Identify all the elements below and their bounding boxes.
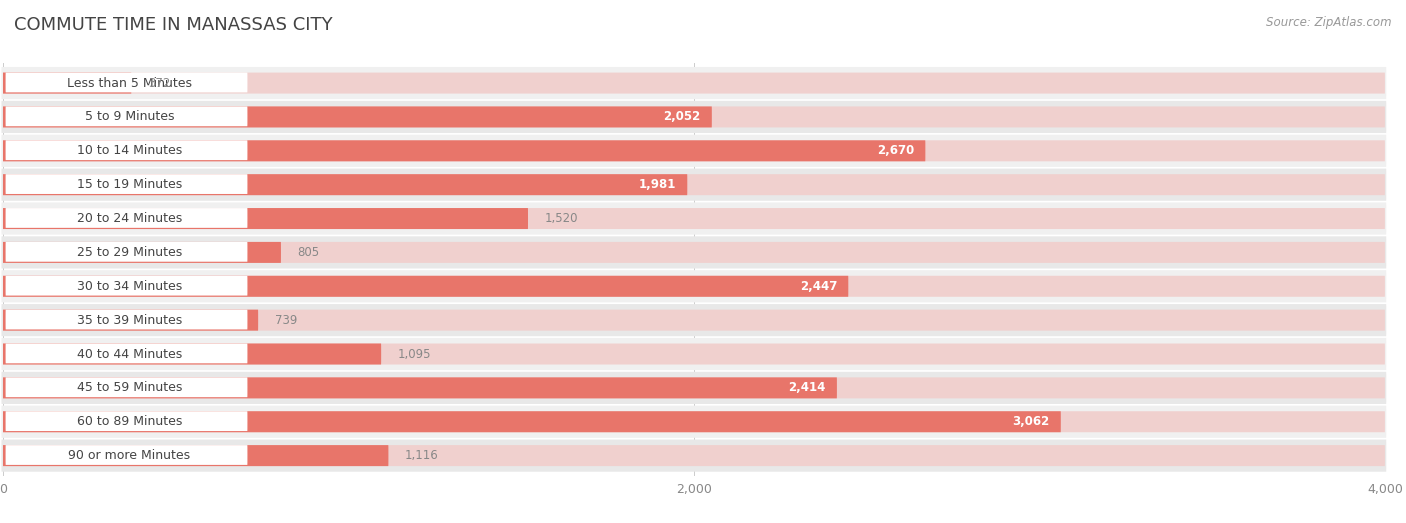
Text: 739: 739 [274, 314, 297, 327]
FancyBboxPatch shape [6, 242, 247, 262]
FancyBboxPatch shape [3, 276, 848, 297]
Text: COMMUTE TIME IN MANASSAS CITY: COMMUTE TIME IN MANASSAS CITY [14, 16, 333, 33]
FancyBboxPatch shape [6, 107, 247, 126]
FancyBboxPatch shape [1, 168, 1386, 201]
Text: 2,670: 2,670 [877, 144, 914, 157]
Text: 90 or more Minutes: 90 or more Minutes [69, 449, 190, 462]
FancyBboxPatch shape [3, 344, 1385, 365]
Text: 35 to 39 Minutes: 35 to 39 Minutes [77, 314, 181, 327]
Text: 20 to 24 Minutes: 20 to 24 Minutes [77, 212, 181, 225]
Text: 372: 372 [148, 76, 170, 89]
FancyBboxPatch shape [1, 202, 1386, 235]
FancyBboxPatch shape [3, 174, 1385, 195]
FancyBboxPatch shape [6, 208, 247, 228]
FancyBboxPatch shape [1, 338, 1386, 370]
FancyBboxPatch shape [3, 107, 1385, 128]
FancyBboxPatch shape [3, 73, 1385, 94]
FancyBboxPatch shape [1, 439, 1386, 472]
FancyBboxPatch shape [3, 445, 1385, 466]
FancyBboxPatch shape [3, 140, 1385, 161]
Text: 805: 805 [298, 246, 319, 259]
FancyBboxPatch shape [6, 411, 247, 431]
FancyBboxPatch shape [6, 445, 247, 465]
Text: 45 to 59 Minutes: 45 to 59 Minutes [76, 381, 181, 394]
Text: 40 to 44 Minutes: 40 to 44 Minutes [77, 347, 181, 360]
Text: 2,447: 2,447 [800, 280, 837, 293]
Text: 2,414: 2,414 [789, 381, 825, 394]
Text: 3,062: 3,062 [1012, 415, 1050, 428]
FancyBboxPatch shape [6, 140, 247, 160]
Text: 1,116: 1,116 [405, 449, 439, 462]
FancyBboxPatch shape [3, 276, 1385, 297]
Text: 30 to 34 Minutes: 30 to 34 Minutes [77, 280, 181, 293]
Text: 1,981: 1,981 [638, 178, 676, 191]
FancyBboxPatch shape [3, 140, 925, 161]
FancyBboxPatch shape [6, 310, 247, 329]
FancyBboxPatch shape [3, 378, 837, 399]
FancyBboxPatch shape [3, 242, 1385, 263]
FancyBboxPatch shape [3, 344, 381, 365]
FancyBboxPatch shape [3, 73, 131, 94]
FancyBboxPatch shape [3, 411, 1385, 432]
FancyBboxPatch shape [3, 107, 711, 128]
FancyBboxPatch shape [3, 378, 1385, 399]
Text: 2,052: 2,052 [664, 110, 700, 123]
FancyBboxPatch shape [1, 304, 1386, 336]
FancyBboxPatch shape [1, 406, 1386, 438]
FancyBboxPatch shape [3, 208, 1385, 229]
FancyBboxPatch shape [6, 378, 247, 397]
FancyBboxPatch shape [1, 135, 1386, 167]
FancyBboxPatch shape [3, 310, 1385, 331]
FancyBboxPatch shape [1, 236, 1386, 268]
FancyBboxPatch shape [6, 344, 247, 363]
FancyBboxPatch shape [6, 174, 247, 194]
FancyBboxPatch shape [3, 208, 529, 229]
Text: Source: ZipAtlas.com: Source: ZipAtlas.com [1267, 16, 1392, 29]
FancyBboxPatch shape [1, 67, 1386, 99]
Text: 25 to 29 Minutes: 25 to 29 Minutes [77, 246, 181, 259]
FancyBboxPatch shape [3, 242, 281, 263]
FancyBboxPatch shape [1, 270, 1386, 302]
FancyBboxPatch shape [3, 310, 259, 331]
FancyBboxPatch shape [1, 372, 1386, 404]
Text: 1,520: 1,520 [544, 212, 578, 225]
FancyBboxPatch shape [3, 174, 688, 195]
Text: 10 to 14 Minutes: 10 to 14 Minutes [77, 144, 181, 157]
Text: 60 to 89 Minutes: 60 to 89 Minutes [76, 415, 181, 428]
Text: 5 to 9 Minutes: 5 to 9 Minutes [84, 110, 174, 123]
Text: 15 to 19 Minutes: 15 to 19 Minutes [77, 178, 181, 191]
FancyBboxPatch shape [6, 73, 247, 93]
FancyBboxPatch shape [1, 101, 1386, 133]
FancyBboxPatch shape [3, 445, 388, 466]
FancyBboxPatch shape [3, 411, 1060, 432]
Text: Less than 5 Minutes: Less than 5 Minutes [66, 76, 191, 89]
FancyBboxPatch shape [6, 276, 247, 295]
Text: 1,095: 1,095 [398, 347, 432, 360]
